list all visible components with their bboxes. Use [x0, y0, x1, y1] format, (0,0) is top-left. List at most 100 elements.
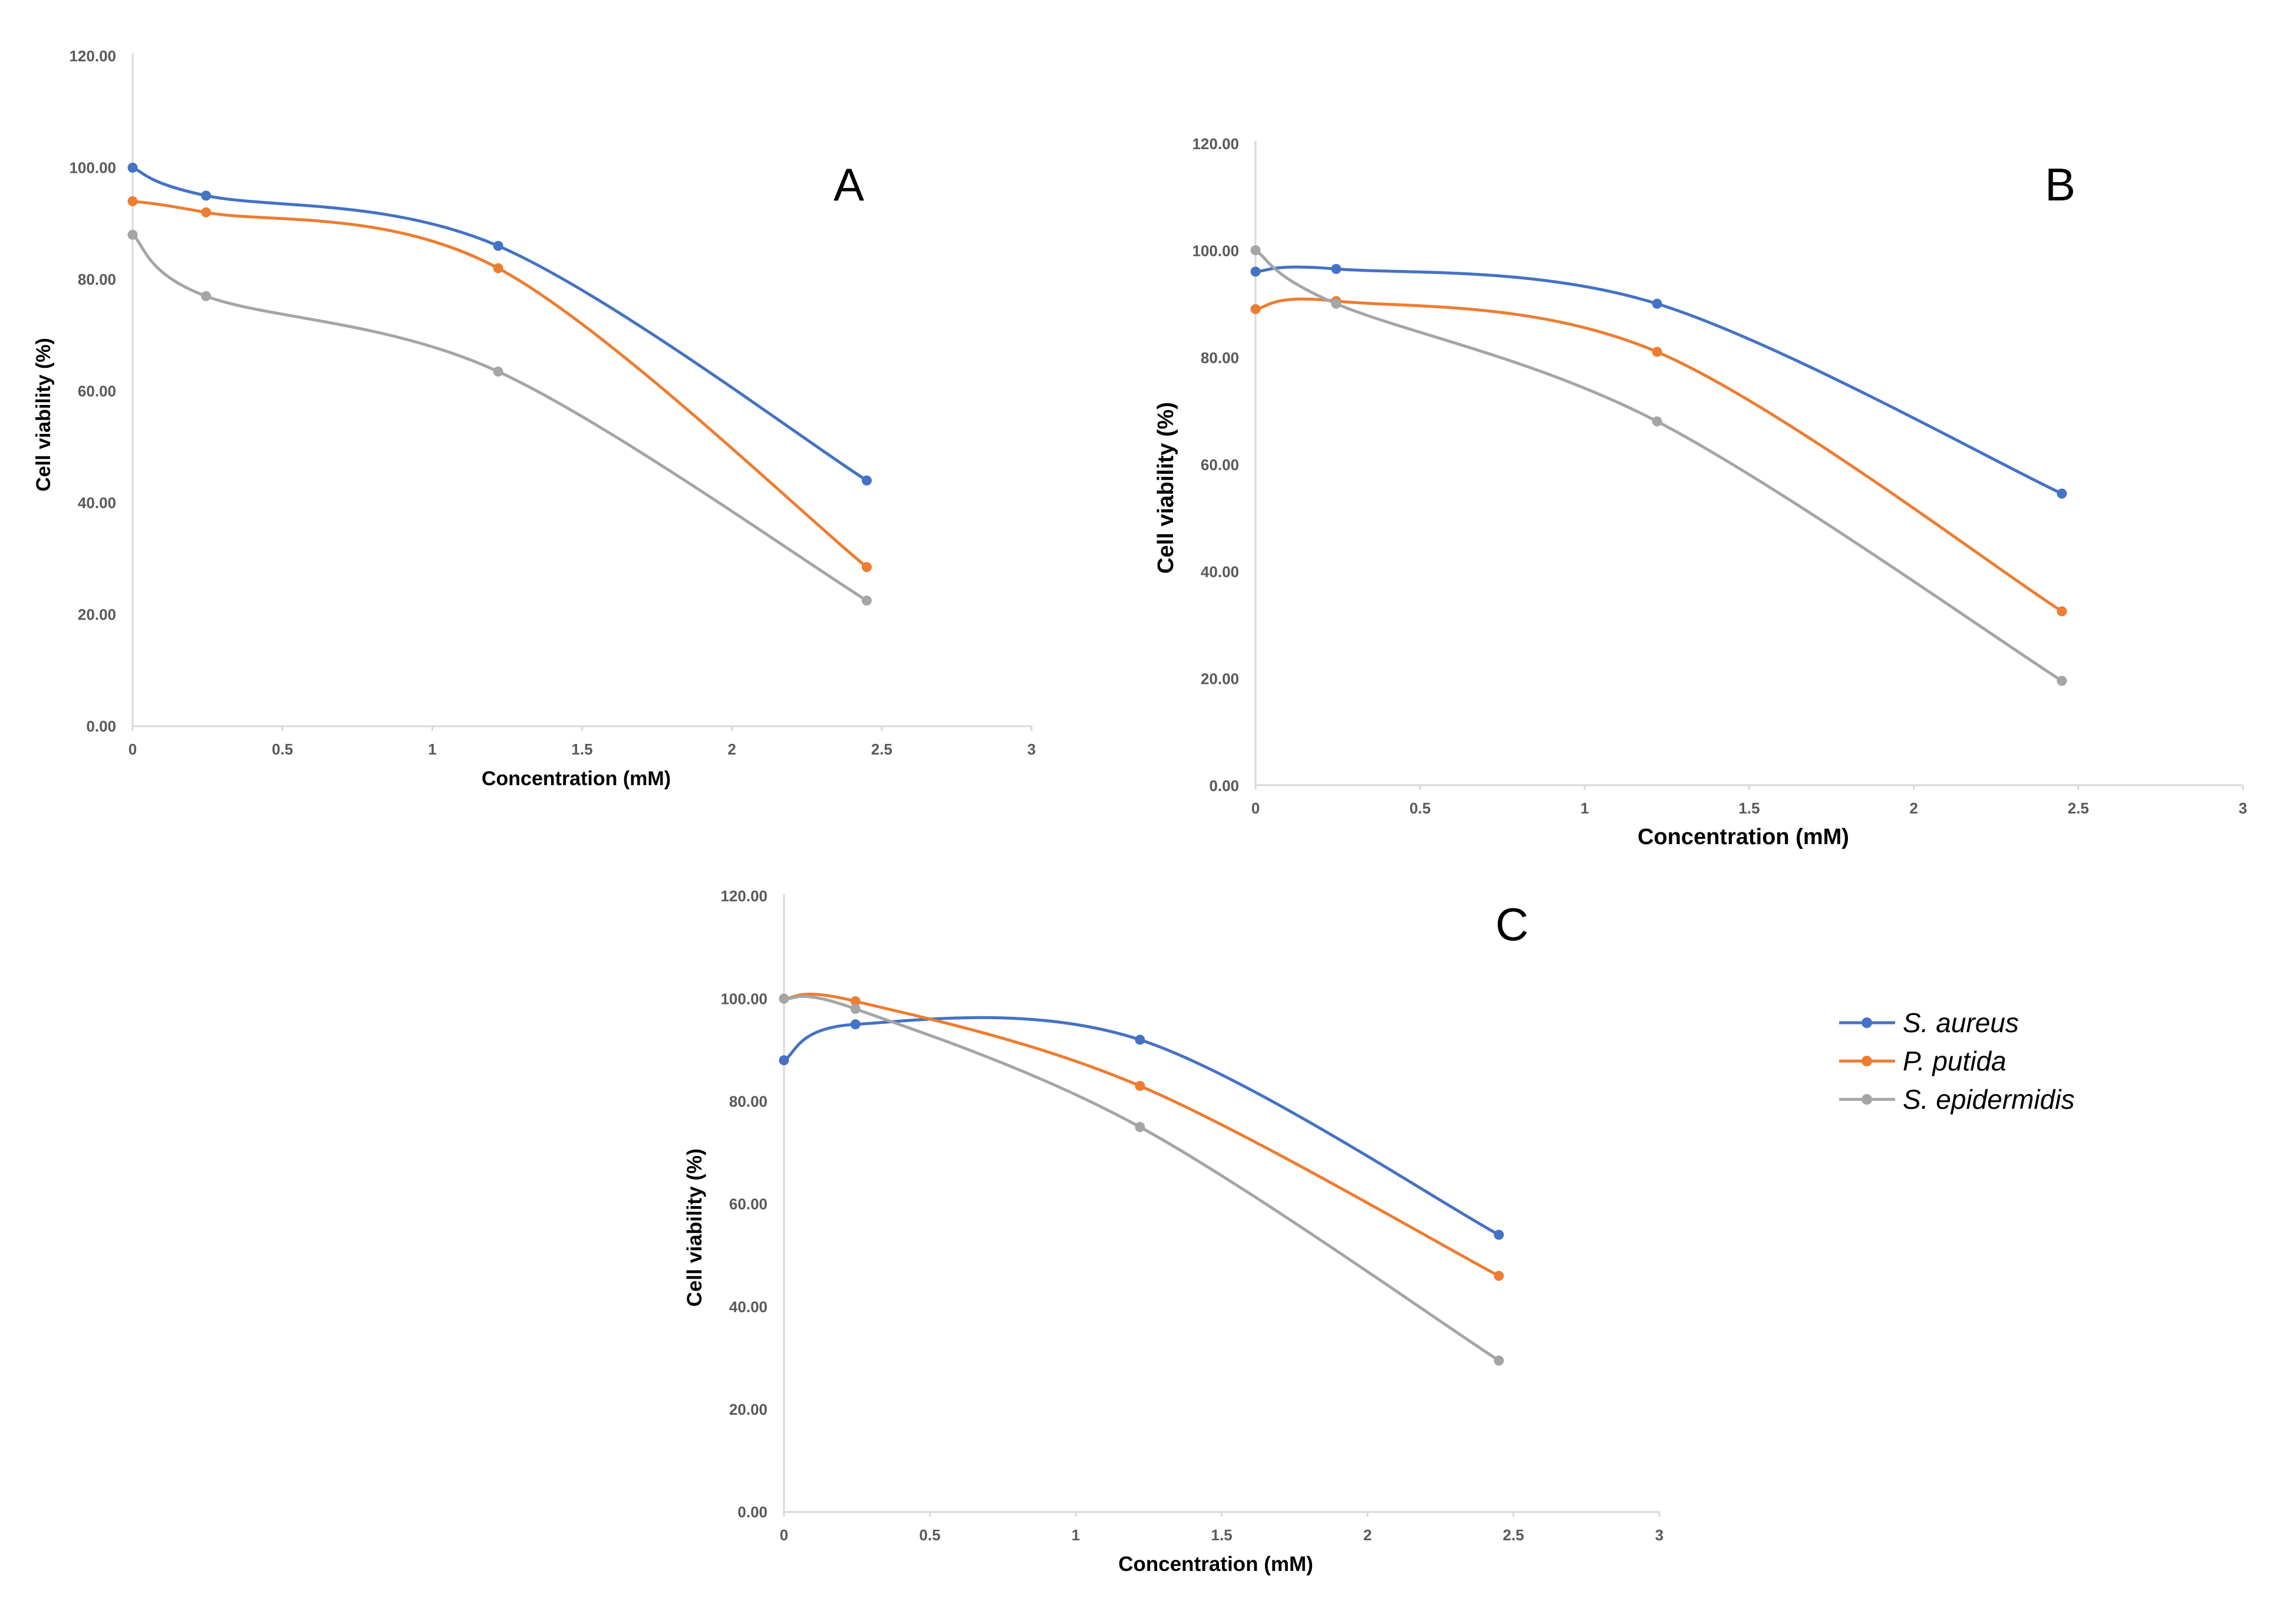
data-point-p-putida [201, 207, 212, 218]
series-line-s-epidermidis [131, 233, 868, 602]
data-point-p-putida [1652, 347, 1662, 357]
data-point-s-epidermidis [201, 291, 212, 301]
data-point-s-epidermidis [1250, 245, 1261, 255]
x-tick-label: 1.5 [571, 740, 592, 758]
y-tick-label: 0.00 [737, 1503, 767, 1521]
series-line-p-putida [782, 993, 1501, 1277]
y-tick-label: 0.00 [1209, 777, 1239, 795]
x-tick-label: 0 [129, 740, 137, 758]
y-tick-label: 120.00 [69, 47, 116, 65]
data-point-p-putida [850, 996, 861, 1007]
x-tick-label: 3 [2239, 799, 2247, 817]
x-tick-label: 3 [1655, 1526, 1663, 1544]
data-point-s-epidermidis [779, 993, 789, 1004]
legend-dot-marker [1862, 1056, 1872, 1066]
y-tick-label: 40.00 [729, 1298, 767, 1316]
legend-dot-marker [1862, 1094, 1872, 1105]
data-point-s-aureus [1652, 298, 1662, 309]
series-line-s-aureus [782, 1016, 1501, 1237]
x-tick-label: 0.5 [1409, 799, 1431, 817]
y-tick-label: 60.00 [729, 1195, 767, 1213]
x-tick-label: 1 [428, 740, 436, 758]
x-tick-label: 2 [727, 740, 736, 758]
data-point-s-aureus [1331, 263, 1342, 274]
x-tick-label: 0.5 [272, 740, 293, 758]
panel-letter: C [1495, 898, 1528, 950]
legend-item-s-epidermidis: S. epidermidis [1839, 1084, 2074, 1115]
series-line-s-epidermidis [1254, 249, 2064, 683]
legend-item-s-aureus: S. aureus [1839, 1007, 2019, 1038]
data-point-s-epidermidis [1331, 298, 1342, 309]
legend-label: S. epidermidis [1903, 1084, 2074, 1115]
y-axis-title: Cell viability (%) [32, 338, 55, 492]
data-point-s-aureus [493, 241, 503, 251]
y-tick-label: 100.00 [1192, 242, 1239, 259]
data-point-s-epidermidis [861, 595, 872, 606]
data-point-s-epidermidis [493, 366, 503, 377]
chart-a: 0.00 20.00 40.00 60.00 80.00 100.00 120.00 0 0.5… [32, 47, 1036, 790]
series-line-p-putida [131, 199, 868, 569]
data-point-s-aureus [1135, 1035, 1145, 1045]
data-point-s-epidermidis [127, 229, 138, 240]
data-point-s-aureus [1250, 266, 1261, 277]
data-point-p-putida [127, 196, 138, 206]
data-point-s-epidermidis [2057, 676, 2067, 686]
data-point-p-putida [1250, 304, 1261, 314]
legend-item-p-putida: P. putida [1839, 1046, 2007, 1076]
data-point-s-aureus [127, 163, 138, 173]
legend: S. aureus P. putida S. epidermidis [1839, 1007, 2074, 1115]
data-point-p-putida [2057, 606, 2067, 617]
series-line-s-epidermidis [782, 994, 1501, 1362]
data-point-p-putida [861, 562, 872, 572]
legend-label: S. aureus [1903, 1007, 2019, 1038]
x-axis-title: Concentration (mM) [1638, 825, 1849, 849]
series-line-p-putida [1254, 297, 2064, 613]
data-point-s-aureus [2057, 488, 2067, 499]
y-tick-label: 20.00 [729, 1401, 767, 1418]
y-tick-label: 100.00 [69, 159, 116, 177]
y-axis-title: Cell viability (%) [1154, 402, 1178, 574]
x-tick-label: 1 [1580, 799, 1589, 817]
x-tick-label: 0 [780, 1526, 788, 1544]
legend-label: P. putida [1903, 1046, 2007, 1076]
x-tick-label: 2 [1909, 799, 1918, 817]
data-point-s-epidermidis [1135, 1122, 1145, 1132]
y-tick-label: 60.00 [78, 383, 116, 400]
chart-b: 0.00 20.00 40.00 60.00 80.00 100.00 120.00 0 0.5… [1154, 135, 2247, 849]
data-point-s-epidermidis [1494, 1355, 1504, 1366]
data-point-s-aureus [779, 1055, 789, 1066]
x-tick-label: 1 [1072, 1526, 1080, 1544]
x-axis-title: Concentration (mM) [1118, 1553, 1313, 1576]
x-tick-label: 1.5 [1211, 1526, 1232, 1544]
chart-c: 0.00 20.00 40.00 60.00 80.00 100.00 120.00 0 0.5… [683, 887, 1663, 1576]
x-tick-label: 2.5 [1503, 1526, 1524, 1544]
data-point-p-putida [1494, 1270, 1504, 1281]
y-tick-label: 20.00 [78, 606, 116, 624]
y-tick-label: 40.00 [1201, 563, 1239, 581]
y-tick-label: 40.00 [78, 494, 116, 512]
y-tick-label: 80.00 [729, 1092, 767, 1110]
data-point-s-epidermidis [1652, 416, 1662, 427]
x-tick-label: 0 [1251, 799, 1260, 817]
data-point-s-aureus [201, 190, 212, 201]
data-point-p-putida [493, 263, 503, 274]
x-tick-label: 0.5 [919, 1526, 940, 1544]
x-tick-label: 2.5 [2068, 799, 2089, 817]
y-tick-label: 20.00 [1201, 670, 1239, 687]
x-tick-label: 2 [1363, 1526, 1372, 1544]
legend-dot-marker [1862, 1017, 1872, 1028]
y-tick-label: 120.00 [1192, 135, 1239, 153]
data-point-s-epidermidis [850, 1004, 861, 1014]
data-point-s-aureus [850, 1019, 861, 1030]
y-tick-label: 80.00 [1201, 349, 1239, 367]
y-tick-label: 120.00 [720, 887, 767, 905]
y-tick-label: 80.00 [78, 271, 116, 288]
panel-letter: B [2045, 159, 2075, 210]
x-tick-label: 1.5 [1738, 799, 1760, 817]
x-tick-label: 2.5 [871, 740, 892, 758]
x-axis-title: Concentration (mM) [482, 767, 671, 790]
x-tick-label: 3 [1027, 740, 1036, 758]
series-line-s-aureus [1254, 265, 2064, 495]
y-tick-label: 100.00 [720, 990, 767, 1007]
